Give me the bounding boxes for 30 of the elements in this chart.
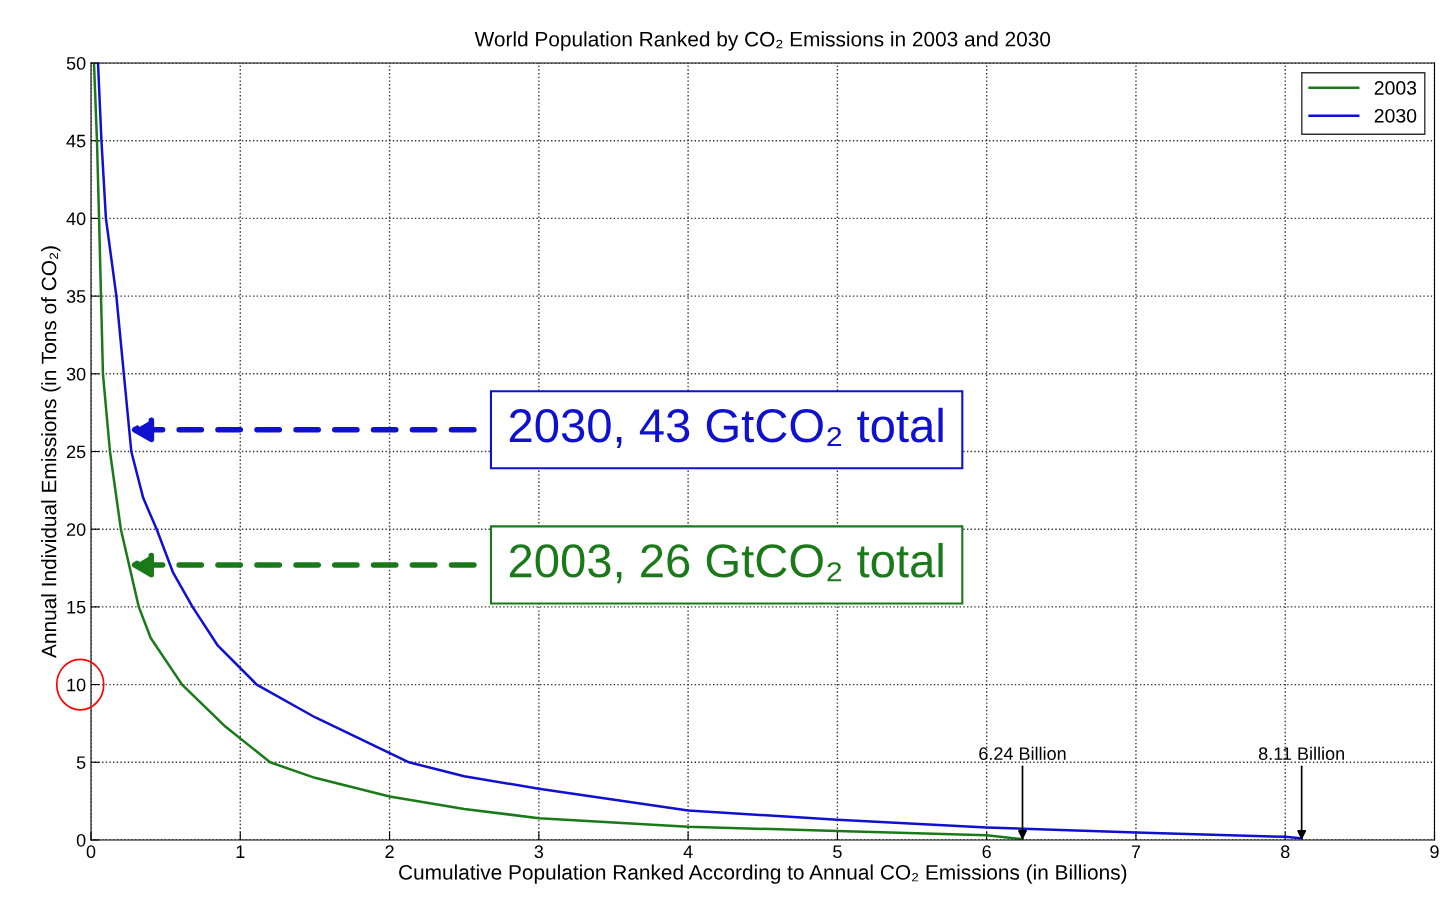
y-tick-label: 15 xyxy=(67,601,86,614)
x-axis-title: Cumulative Population Ranked According to Annual CO₂ Emissions (in Billions) xyxy=(399,864,1127,884)
x-tick-label: 5 xyxy=(833,845,842,859)
x-tick-label: 1 xyxy=(236,845,245,858)
y-tick-label: 35 xyxy=(66,290,86,303)
y-tick-label: 10 xyxy=(67,678,86,692)
y-tick-label: 20 xyxy=(66,523,86,536)
x-tick-label: 4 xyxy=(683,845,693,858)
legend-label: 2030 xyxy=(1374,108,1417,123)
legend-label: 2003 xyxy=(1374,81,1417,95)
x-tick-label: 8 xyxy=(1280,845,1290,859)
x-tick-label: 2 xyxy=(385,845,394,858)
y-axis-title: Annual Individual Emissions (in Tons of CO₂) xyxy=(41,246,61,658)
annotation: 6.24 Billion xyxy=(979,746,1066,761)
y-tick-label: 25 xyxy=(66,445,86,459)
y-tick-label: 45 xyxy=(66,134,86,148)
x-tick-label: 3 xyxy=(534,845,544,859)
y-tick-label: 40 xyxy=(66,212,86,226)
y-tick-label: 30 xyxy=(66,367,86,381)
y-tick-label: 0 xyxy=(76,833,86,847)
x-tick-label: 0 xyxy=(86,845,96,859)
chart-title: World Population Ranked by CO₂ Emissions in 2003 and 2030 xyxy=(474,31,1051,51)
x-tick-label: 9 xyxy=(1430,845,1439,859)
y-tick-label: 5 xyxy=(76,756,86,769)
annotation: 8.11 Billion xyxy=(1258,746,1344,761)
x-tick-label: 7 xyxy=(1131,845,1141,858)
x-tick-label: 6 xyxy=(982,845,991,859)
annotation: 2030, 43 GtCO₂ total xyxy=(509,407,943,448)
y-tick-label: 50 xyxy=(66,56,86,70)
annotation: 2003, 26 GtCO₂ total xyxy=(509,542,943,584)
